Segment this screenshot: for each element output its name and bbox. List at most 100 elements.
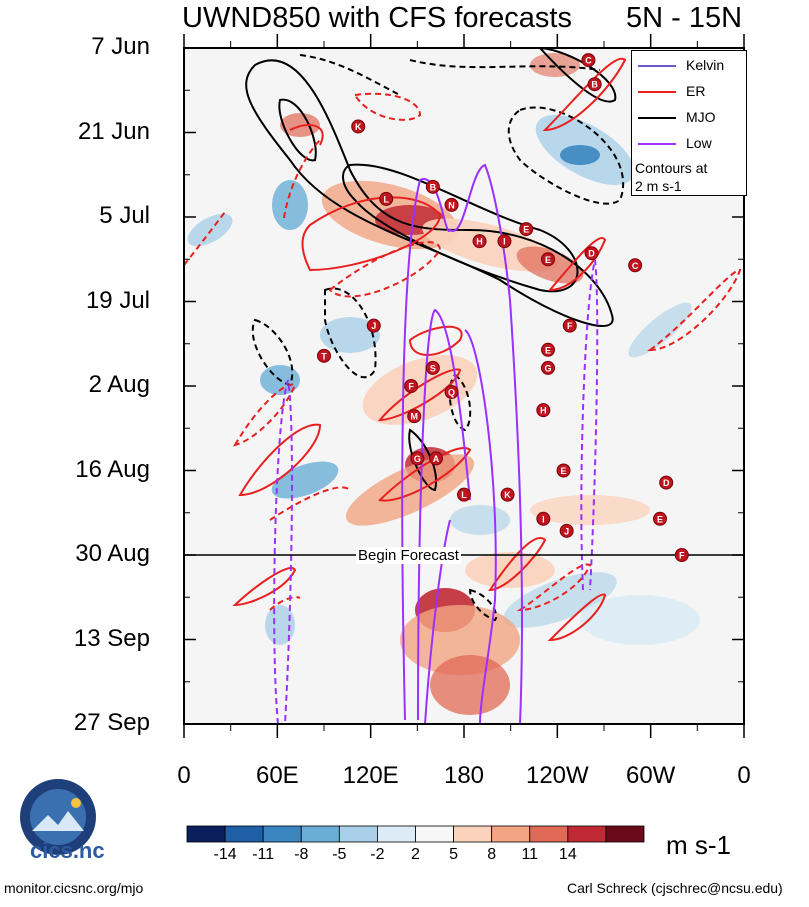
storm-marker-letter: K bbox=[504, 490, 511, 500]
legend-label-kelvin: Kelvin bbox=[686, 57, 725, 73]
storm-marker-letter: F bbox=[567, 321, 573, 331]
storm-marker: D bbox=[584, 246, 599, 261]
storm-marker: S bbox=[425, 360, 440, 375]
storm-marker-circle bbox=[425, 179, 440, 194]
storm-marker-circle bbox=[500, 487, 515, 502]
storm-marker-letter: E bbox=[545, 255, 551, 265]
storm-marker-circle bbox=[457, 487, 471, 502]
logo-text: cics.nc bbox=[30, 838, 105, 863]
colorbar-tick-label: -2 bbox=[370, 846, 385, 863]
chart-title: UWND850 with CFS forecasts 5N - 15N bbox=[0, 2, 809, 38]
colorbar-swatch bbox=[224, 825, 264, 843]
y-tick-label: 13 Sep bbox=[73, 624, 150, 652]
storm-marker: A bbox=[429, 451, 443, 466]
storm-marker-letter: G bbox=[544, 363, 551, 373]
storm-marker: N bbox=[444, 197, 459, 212]
legend-item-kelvin: Kelvin bbox=[638, 55, 744, 77]
begin-forecast-label: Begin Forecast bbox=[356, 547, 461, 564]
storm-marker-letter: L bbox=[383, 194, 389, 204]
storm-marker-letter: Q bbox=[448, 388, 455, 398]
storm-marker: F bbox=[674, 548, 689, 562]
storm-marker: E bbox=[653, 511, 667, 526]
storm-marker-circle bbox=[536, 403, 551, 418]
legend-item-low: Low bbox=[638, 133, 744, 155]
colorbar-swatch bbox=[415, 825, 454, 843]
legend-note: Contours at 2 m s-1 bbox=[635, 159, 747, 195]
legend: Kelvin ER MJO Low Contours at 2 m s-1 bbox=[631, 50, 747, 196]
storm-marker-letter: F bbox=[408, 382, 414, 392]
storm-marker-circle bbox=[317, 348, 331, 363]
storm-marker-letter: S bbox=[430, 363, 436, 373]
storm-marker-letter: J bbox=[564, 526, 569, 536]
storm-marker-circle bbox=[659, 475, 674, 490]
colorbar-units: m s-1 bbox=[666, 830, 731, 860]
storm-marker: L bbox=[457, 487, 471, 502]
storm-marker-circle bbox=[407, 409, 422, 424]
storm-marker: C bbox=[581, 53, 596, 68]
colorbar-swatch bbox=[491, 825, 531, 843]
storm-marker-circle bbox=[674, 548, 689, 562]
storm-marker-circle bbox=[472, 234, 487, 249]
storm-marker-circle bbox=[541, 342, 555, 357]
storm-marker-letter: B bbox=[591, 80, 598, 90]
x-tick-label: 60W bbox=[625, 762, 676, 789]
storm-marker-circle bbox=[351, 119, 366, 134]
y-tick-label: 16 Aug bbox=[75, 455, 150, 483]
storm-marker: K bbox=[351, 119, 366, 134]
storm-marker-circle bbox=[497, 234, 512, 249]
colorbar-swatch bbox=[605, 825, 645, 843]
footer-url: monitor.cicsnc.org/mjo bbox=[4, 880, 144, 896]
colorbar-swatch bbox=[567, 825, 607, 843]
x-tick-label: 180 bbox=[443, 762, 485, 789]
storm-marker-letter: E bbox=[545, 345, 551, 355]
y-tick-label: 5 Jul bbox=[99, 202, 150, 229]
colorbar-tick-label: 14 bbox=[558, 846, 577, 863]
storm-marker-letter: B bbox=[430, 182, 437, 192]
x-tick-label: 120E bbox=[342, 762, 399, 789]
footer-credit: Carl Schreck (cjschrec@ncsu.edu) bbox=[567, 880, 783, 896]
storm-marker-letter: E bbox=[561, 466, 567, 476]
storm-marker-letter: C bbox=[632, 261, 639, 271]
legend-note-line2: 2 m s-1 bbox=[635, 178, 682, 194]
colorbar-swatch bbox=[377, 825, 416, 843]
title-main: UWND850 with CFS forecasts bbox=[182, 2, 572, 34]
storm-marker-circle bbox=[425, 360, 440, 375]
storm-marker-circle bbox=[536, 511, 551, 526]
storm-marker-circle bbox=[541, 252, 555, 267]
y-tick-label: 30 Aug bbox=[75, 540, 150, 567]
legend-label-mjo: MJO bbox=[686, 109, 716, 125]
legend-swatch-low bbox=[638, 143, 676, 145]
legend-note-line1: Contours at bbox=[635, 160, 708, 176]
cicsnc-logo bbox=[20, 779, 96, 855]
storm-marker-circle bbox=[519, 222, 534, 237]
storm-marker-letter: D bbox=[663, 478, 670, 488]
storm-marker-circle bbox=[410, 451, 425, 466]
storm-marker: E bbox=[541, 342, 555, 357]
storm-marker-letter: T bbox=[321, 351, 327, 361]
colorbar-tick-label: 2 bbox=[411, 846, 420, 863]
colorbar-tick-label: -5 bbox=[332, 846, 347, 863]
storm-marker-letter: I bbox=[542, 514, 545, 524]
storm-marker-circle bbox=[559, 523, 574, 538]
colorbar-swatch bbox=[338, 825, 378, 843]
storm-marker: J bbox=[366, 318, 381, 333]
colorbar-swatch bbox=[529, 825, 569, 843]
storm-marker-letter: G bbox=[414, 454, 421, 464]
storm-marker: Q bbox=[444, 385, 459, 400]
storm-marker: E bbox=[541, 252, 555, 267]
storm-marker: M bbox=[407, 409, 422, 424]
colorbar-swatch bbox=[300, 825, 340, 843]
storm-marker-circle bbox=[584, 246, 599, 261]
contours bbox=[184, 48, 742, 724]
storm-marker-letter: A bbox=[433, 454, 440, 464]
storm-marker-circle bbox=[628, 258, 643, 273]
storm-marker: L bbox=[379, 191, 394, 206]
storm-marker-circle bbox=[366, 318, 381, 333]
x-tick-label: 60E bbox=[255, 762, 299, 789]
colorbar-swatch bbox=[262, 825, 302, 843]
legend-label-low: Low bbox=[686, 135, 712, 151]
storm-marker-circle bbox=[444, 385, 459, 400]
storm-marker-letter: M bbox=[410, 412, 418, 422]
storm-marker-circle bbox=[379, 191, 394, 206]
